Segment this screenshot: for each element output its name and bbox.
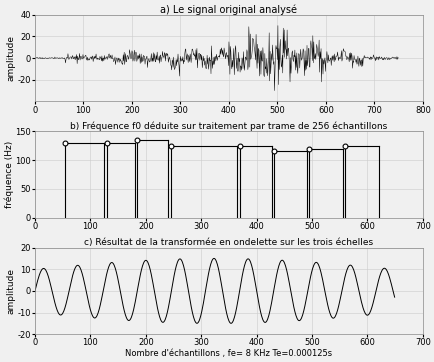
Y-axis label: fréquence (Hz): fréquence (Hz) (4, 141, 13, 208)
Y-axis label: amplitude: amplitude (7, 268, 16, 314)
Y-axis label: amplitude: amplitude (7, 35, 16, 81)
X-axis label: Nombre d'échantillons , fe= 8 KHz Te=0.000125s: Nombre d'échantillons , fe= 8 KHz Te=0.0… (125, 349, 332, 358)
Title: c) Résultat de la transformée en ondelette sur les trois échelles: c) Résultat de la transformée en ondelet… (84, 239, 373, 248)
Title: b) Fréquence f0 déduite sur traitement par trame de 256 échantillons: b) Fréquence f0 déduite sur traitement p… (70, 122, 387, 131)
Title: a) Le signal original analysé: a) Le signal original analysé (160, 4, 297, 15)
